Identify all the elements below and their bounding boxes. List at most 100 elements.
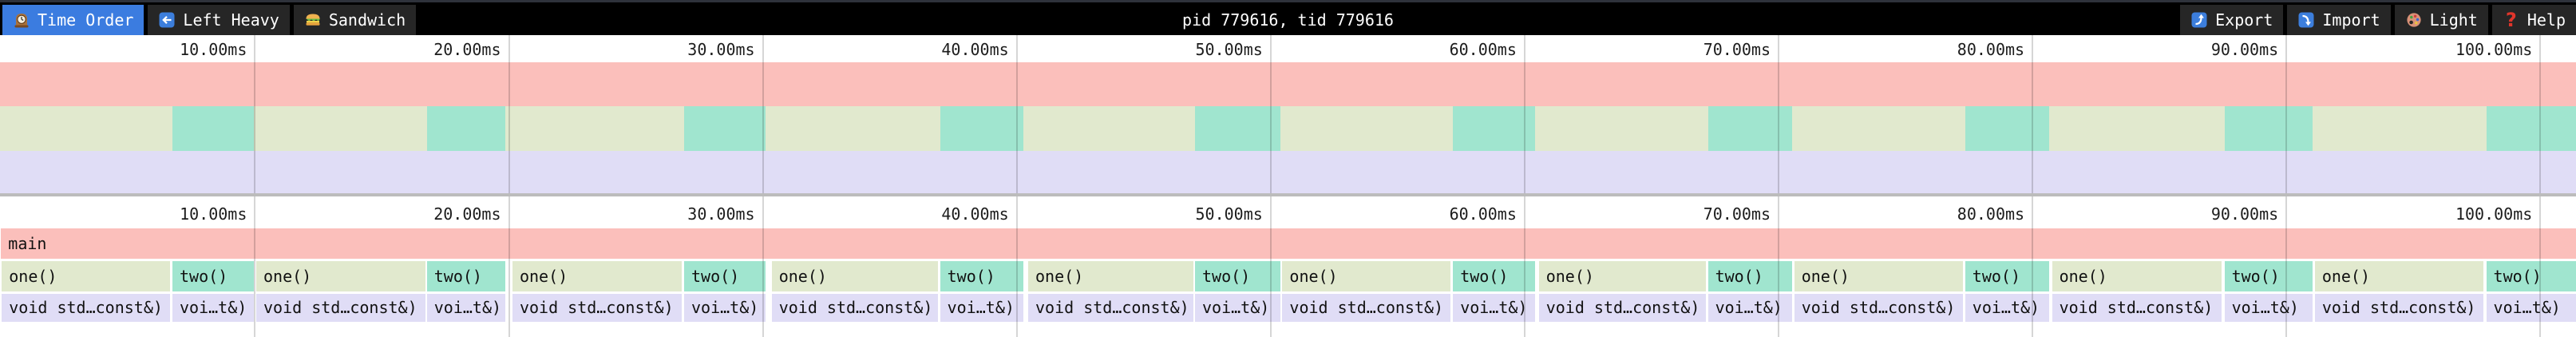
button-label: Help [2527,10,2566,30]
flame-frame-two[interactable]: two() [683,261,766,291]
flame-frame-sleep-under-one[interactable]: void std…const&) [1282,294,1451,322]
minimap-two-block [2486,106,2576,151]
axis-tick-label: 10.00ms [180,204,247,224]
flame-frame-one[interactable]: one() [771,261,939,291]
minimap-two-block [172,106,254,151]
tab-label: Left Heavy [183,10,279,30]
gridline-lower [1269,196,1272,337]
axis-tick-label: 50.00ms [1195,40,1263,59]
axis-tick-label: 70.00ms [1703,204,1771,224]
flame-frame-two[interactable]: two() [1965,261,2050,291]
light-button[interactable]: Light [2394,5,2488,35]
flame-frame-two[interactable]: two() [1195,261,1281,291]
help-icon: ? [2505,9,2517,31]
flame-frame-one[interactable]: one() [1538,261,1707,291]
flame-frame-sleep-under-one[interactable]: void std…const&) [2,294,170,322]
import-icon [2297,11,2315,29]
gridline-upper [1269,35,1272,193]
axis-tick-label: 80.00ms [1957,40,2025,59]
gridline-lower [2032,196,2034,337]
gridline-upper [1778,35,1779,193]
flame-frame-sleep-under-two[interactable]: voi…t&) [683,294,766,322]
flame-frame-two[interactable]: two() [426,261,506,291]
gridline-upper [762,35,764,193]
axis-tick-label: 100.00ms [2455,204,2533,224]
flame-frame-sleep-under-two[interactable]: voi…t&) [426,294,506,322]
axis-tick-label: 30.00ms [687,204,755,224]
flame-frame-one[interactable]: one() [2052,261,2222,291]
tab-label: Sandwich [328,10,406,30]
gridline-upper [2285,35,2288,193]
flame-frame-sleep-under-one[interactable]: void std…const&) [512,294,683,322]
flame-frame-one[interactable]: one() [1794,261,1964,291]
palette-icon [2405,11,2423,29]
gridline-lower [508,196,510,337]
gridline-lower [1015,196,1018,337]
minimap-two-block [1965,106,2050,151]
flame-frame-sleep-under-one[interactable]: void std…const&) [1028,294,1193,322]
gridline-upper [2032,35,2034,193]
flame-frame-one[interactable]: one() [1282,261,1451,291]
minimap-two-block [940,106,1023,151]
flame-frame-two[interactable]: two() [172,261,254,291]
axis-tick-label: 20.00ms [433,40,501,59]
minimap-divider [0,193,2576,196]
gridline-upper [508,35,510,193]
button-label: Light [2429,10,2478,30]
flame-frame-two[interactable]: two() [940,261,1023,291]
flame-frame-two[interactable]: two() [1707,261,1792,291]
flame-frame-one[interactable]: one() [1028,261,1193,291]
flame-frame-sleep-under-one[interactable]: void std…const&) [2314,294,2484,322]
axis-tick-label: 90.00ms [2210,40,2279,59]
export-icon [2190,11,2208,29]
flame-frame-two[interactable]: two() [1453,261,1536,291]
import-button[interactable]: Import [2287,5,2391,35]
flame-frame-sleep-under-one[interactable]: void std…const&) [1538,294,1707,322]
gridline-upper [2539,35,2542,193]
flame-frame-sleep-under-two[interactable]: voi…t&) [1195,294,1281,322]
axis-tick-label: 10.00ms [180,40,247,59]
flame-frame-one[interactable]: one() [512,261,683,291]
gridline-lower [762,196,764,337]
minimap-two-block [426,106,506,151]
flame-frame-one[interactable]: one() [2,261,170,291]
axis-tick-label: 90.00ms [2210,204,2279,224]
flame-frame-sleep-under-one[interactable]: void std…const&) [1794,294,1964,322]
help-button[interactable]: ? Help [2491,5,2576,35]
tab-time-order[interactable]: Time Order [2,5,144,35]
minimap-two-block [683,106,766,151]
export-button[interactable]: Export [2180,5,2284,35]
flame-frame-sleep-under-two[interactable]: voi…t&) [1707,294,1792,322]
axis-tick-label: 50.00ms [1195,204,1263,224]
flame-frame-two[interactable]: two() [2224,261,2313,291]
flame-frame-sleep-under-two[interactable]: voi…t&) [1965,294,2050,322]
gridline-upper [1015,35,1018,193]
gridline-upper [254,35,256,193]
flame-frame-sleep-under-one[interactable]: void std…const&) [2052,294,2222,322]
tab-sandwich[interactable]: Sandwich [293,5,417,35]
flame-frame-sleep-under-two[interactable]: voi…t&) [1453,294,1536,322]
gridline-lower [2539,196,2542,337]
axis-tick-label: 40.00ms [941,40,1009,59]
flame-frame-sleep-under-one[interactable]: void std…const&) [255,294,425,322]
tab-left-heavy[interactable]: Left Heavy [148,5,290,35]
flame-frame-one[interactable]: one() [255,261,425,291]
axis-tick-label: 40.00ms [941,204,1009,224]
flame-frame-sleep-under-two[interactable]: voi…t&) [172,294,254,322]
minimap-depth1-band [0,106,2576,151]
toolbar: Time Order Left Heavy Sandwich pid 77961… [0,0,2576,35]
flame-frame-sleep-under-two[interactable]: voi…t&) [2224,294,2313,322]
flame-frame-two[interactable]: two() [2486,261,2576,291]
tab-label: Time Order [38,10,134,30]
flame-frame-sleep-under-two[interactable]: voi…t&) [2486,294,2576,322]
minimap-two-block [1195,106,1281,151]
flame-frame-sleep-under-one[interactable]: void std…const&) [771,294,939,322]
minimap-depth0-band [0,62,2576,106]
axis-tick-label: 30.00ms [687,40,755,59]
profile-title: pid 779616, tid 779616 [1182,10,1394,30]
flame-frame-one[interactable]: one() [2314,261,2484,291]
flame-frame-sleep-under-two[interactable]: voi…t&) [940,294,1023,322]
flame-frame-main[interactable]: main [1,228,2576,259]
clock-icon [13,11,30,29]
